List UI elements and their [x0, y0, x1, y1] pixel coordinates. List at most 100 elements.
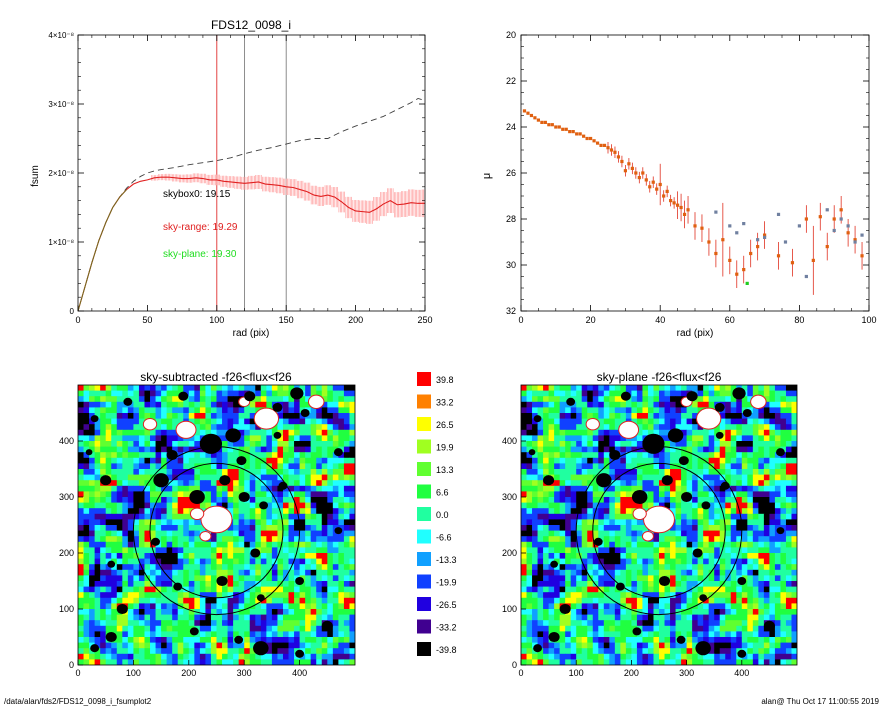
- map-pixel: [210, 474, 217, 481]
- map-pixel: [587, 553, 594, 559]
- map-pixel: [659, 497, 665, 503]
- map-pixel: [183, 620, 190, 627]
- map-pixel: [260, 457, 267, 464]
- map-pixel: [294, 513, 300, 520]
- map-pixel: [244, 603, 251, 610]
- map-pixel: [177, 418, 184, 425]
- map-pixel: [653, 396, 660, 403]
- map-pixel: [233, 597, 240, 604]
- map-pixel: [631, 558, 638, 565]
- map-pixel: [686, 441, 693, 447]
- map-pixel: [625, 480, 632, 487]
- map-pixel: [138, 642, 145, 649]
- map-pixel: [559, 497, 566, 503]
- map-pixel: [305, 637, 312, 643]
- data-point: [630, 166, 634, 170]
- map-pixel: [321, 429, 328, 436]
- map-pixel: [227, 396, 234, 403]
- map-pixel: [686, 541, 693, 548]
- map-pixel: [570, 513, 577, 520]
- map-pixel: [565, 452, 572, 459]
- map-pixel: [714, 564, 721, 571]
- map-pixel: [565, 586, 572, 593]
- map-pixel: [697, 480, 704, 487]
- map-pixel: [155, 575, 162, 582]
- map-pixel: [349, 429, 355, 436]
- map-pixel: [780, 502, 787, 509]
- map-pixel: [576, 385, 583, 391]
- map-pixel: [614, 457, 621, 464]
- map-pixel: [603, 429, 610, 436]
- map-pixel: [686, 457, 693, 464]
- map-pixel: [780, 469, 787, 475]
- mask-blob: [199, 433, 223, 454]
- map-pixel: [227, 401, 234, 408]
- map-pixel: [172, 631, 179, 638]
- map-pixel: [349, 530, 355, 537]
- y-tick-label: 26: [506, 168, 516, 178]
- map-pixel: [210, 597, 217, 604]
- map-pixel: [603, 497, 610, 503]
- map-pixel: [636, 413, 643, 419]
- map-pixel: [321, 603, 328, 610]
- map-pixel: [238, 513, 245, 520]
- map-pixel: [89, 586, 96, 593]
- map-pixel: [752, 385, 759, 391]
- map-pixel: [316, 603, 323, 610]
- map-pixel: [161, 581, 168, 587]
- map-pixel: [338, 547, 345, 554]
- map-pixel: [177, 401, 184, 408]
- map-pixel: [116, 575, 123, 582]
- map-pixel: [222, 396, 228, 403]
- map-pixel: [576, 586, 583, 593]
- map-pixel: [769, 508, 776, 515]
- map-pixel: [714, 446, 721, 453]
- map-pixel: [692, 586, 699, 593]
- map-pixel: [105, 519, 112, 526]
- map-pixel: [758, 525, 765, 531]
- map-pixel: [233, 553, 240, 559]
- map-pixel: [94, 424, 101, 431]
- map-pixel: [122, 497, 129, 503]
- map-pixel: [636, 469, 643, 475]
- map-pixel: [576, 547, 583, 554]
- map-pixel: [199, 474, 206, 481]
- map-pixel: [785, 575, 792, 582]
- map-pixel: [791, 418, 797, 425]
- map-pixel: [100, 497, 107, 503]
- data-point: [616, 155, 621, 159]
- data-point: [578, 132, 582, 136]
- map-pixel: [271, 441, 278, 447]
- map-pixel: [537, 553, 544, 559]
- map-pixel: [758, 446, 765, 453]
- map-pixel: [631, 575, 638, 582]
- map-pixel: [332, 547, 339, 554]
- map-pixel: [166, 491, 173, 498]
- map-pixel: [133, 653, 140, 660]
- map-pixel: [100, 457, 107, 464]
- map-pixel: [692, 558, 699, 565]
- map-pixel: [183, 642, 190, 649]
- map-pixel: [763, 390, 770, 397]
- map-pixel: [111, 452, 118, 459]
- map-pixel: [266, 558, 273, 565]
- map-pixel: [266, 401, 273, 408]
- map-pixel: [565, 418, 572, 425]
- map-pixel: [332, 401, 339, 408]
- map-pixel: [282, 653, 289, 660]
- map-pixel: [138, 508, 145, 515]
- map-pixel: [100, 424, 107, 431]
- map-pixel: [83, 564, 90, 571]
- map-pixel: [260, 491, 267, 498]
- mask-blob: [238, 491, 250, 503]
- map-pixel: [127, 491, 134, 498]
- map-pixel: [570, 446, 577, 453]
- map-pixel: [288, 424, 295, 431]
- map-pixel: [730, 424, 737, 431]
- map-pixel: [769, 401, 776, 408]
- map-pixel: [210, 413, 217, 419]
- fsum-y-axis-label: fsum: [30, 165, 41, 187]
- map-pixel: [642, 547, 649, 554]
- map-pixel: [321, 637, 328, 643]
- fsum-panel: FDS12_0098_i 0 50 100 150 200 25001×10⁻⁸2×10⁻…: [30, 18, 433, 339]
